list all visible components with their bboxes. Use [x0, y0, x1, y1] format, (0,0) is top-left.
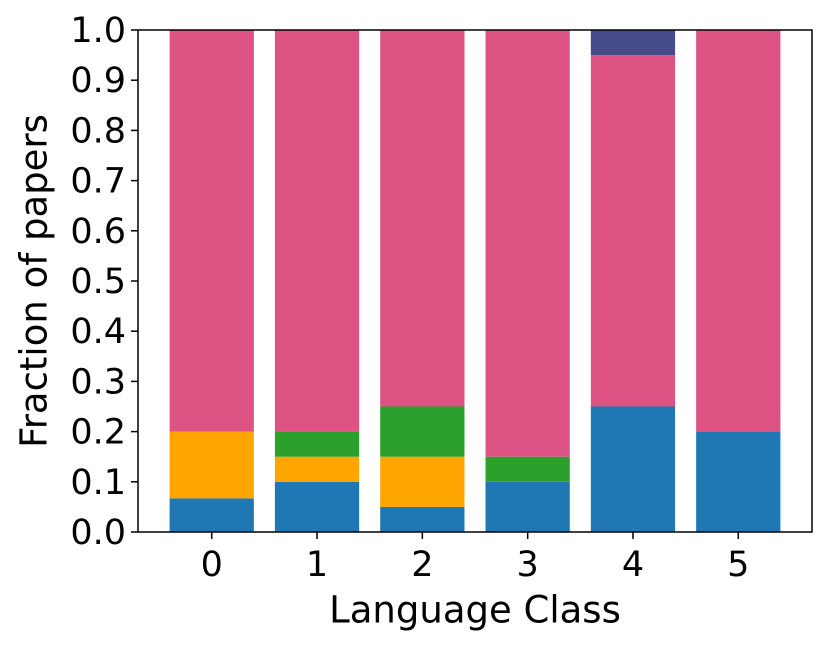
y-axis-label: Fraction of papers [13, 114, 56, 448]
bar-segment [380, 456, 465, 507]
x-axis-label: Language Class [329, 589, 621, 632]
x-tick-label: 2 [411, 545, 433, 585]
bar-segment [274, 431, 360, 457]
bar-segment [380, 30, 465, 407]
y-tick-label: 0.5 [70, 262, 126, 302]
y-tick-label: 0.4 [70, 312, 126, 352]
y-tick-label: 0.9 [70, 61, 126, 101]
x-tick-label: 5 [727, 545, 749, 585]
x-tick-label: 4 [622, 545, 644, 585]
x-tick-label: 1 [306, 545, 328, 585]
bar-segment [380, 406, 465, 457]
bar-segment [169, 431, 254, 499]
y-tick-label: 0.7 [70, 162, 126, 202]
y-tick-label: 0.3 [70, 362, 126, 402]
bar-segment [274, 481, 360, 532]
bar-segment [485, 30, 570, 457]
bar-segment [590, 55, 676, 407]
bar-segment [380, 506, 465, 532]
bar-segment [274, 30, 360, 432]
bar-segment [485, 481, 570, 532]
bar-segment [590, 30, 676, 56]
y-tick-label: 0.6 [70, 212, 126, 252]
y-tick-label: 0.1 [70, 463, 126, 503]
bar-segment [696, 30, 781, 432]
bar-segment [169, 30, 254, 432]
y-tick-label: 0.8 [70, 111, 126, 151]
x-tick-label: 3 [517, 545, 539, 585]
x-tick-label: 0 [201, 545, 223, 585]
plot-frame [137, 29, 813, 533]
y-tick-label: 1.0 [70, 11, 126, 51]
y-tick-label: 0.0 [70, 513, 126, 553]
bar-segment [485, 456, 570, 482]
bar-segment [590, 406, 676, 532]
bar-segment [696, 431, 781, 532]
bar-segment [274, 456, 360, 482]
y-tick-label: 0.2 [70, 413, 126, 453]
bar-segment [169, 498, 254, 532]
